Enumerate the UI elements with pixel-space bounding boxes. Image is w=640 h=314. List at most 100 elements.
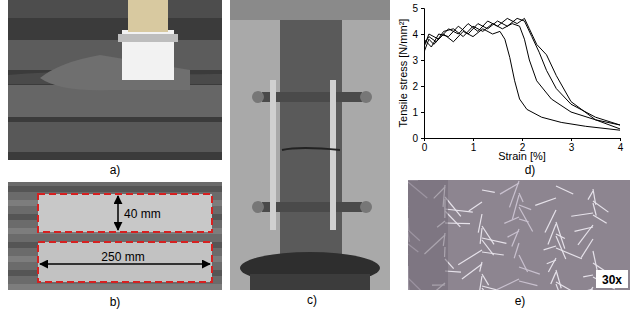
photo-fibre [588,191,593,200]
y-axis: 0 1 2 3 4 5 [412,3,424,144]
panel-c [230,0,390,290]
tick-mark [421,60,424,61]
photo-fibre [458,250,482,265]
photo-layer [8,186,222,192]
photo-sensor-ring [118,34,178,42]
tick: 0 [412,133,424,144]
tick-label: 0 [422,142,428,153]
photo-fibre [556,222,565,249]
panel-label: e) [515,294,526,308]
photo-fibre [547,260,556,264]
tick-label: 0 [412,133,418,144]
tick-mark [571,138,572,141]
photo-clamp [262,92,362,102]
photo-fibre [482,274,489,285]
dimension-arrow [117,196,119,230]
photo-fibre [556,248,582,259]
photo-shadow [408,180,448,290]
photo-fibre [496,279,519,290]
photo-fibre [482,240,494,255]
photo-fibre [519,267,540,274]
photo-rod [330,80,336,230]
photo-screw [252,91,264,103]
tick-label: 3 [412,55,418,66]
photo-fibre [482,288,488,290]
panel-label: c) [307,293,317,307]
photo-fibre [593,215,607,223]
photo-fibre [556,236,566,259]
photo-background [408,180,630,290]
tick-label: 1 [471,142,477,153]
photo-fibre [593,203,596,216]
y-axis-title: Tensile stress [N/mm²] [397,19,409,128]
photo-clamp [262,202,362,212]
tick-label: 3 [569,142,575,153]
photo-background [8,182,222,290]
tick-label: 1 [412,107,418,118]
annotation: 40 mm [124,207,161,221]
figure: a)40 mm250 mmb)c)01234012345Strain [%]Te… [0,0,640,314]
label-background [596,270,628,288]
photo-specimen [38,194,212,232]
panel-d: 01234012345Strain [%]Tensile stress [N/m… [397,3,624,177]
tick-mark [473,138,474,141]
photo-fibre [519,255,528,272]
photo-fibre [519,207,533,231]
x-axis-title: Strain [%] [498,150,546,162]
tick-mark [421,112,424,113]
photo-fibres [408,180,616,290]
photo-fibre [480,228,482,244]
tick-mark [421,86,424,87]
photo-fibre [482,286,497,290]
photo-fibre [509,181,519,207]
data-line [424,18,620,125]
photo-layer [8,284,222,290]
photo-fibre [519,193,523,202]
photo-fibre [500,183,519,194]
photo-fibre [508,231,519,237]
photo-fibre [571,213,593,216]
panel-e: 30x [380,180,630,304]
photo-specimen [280,20,342,270]
tick: 4 [618,138,624,153]
photo-screw [360,201,372,213]
photo-fibre [566,289,593,290]
photo-background [8,0,222,160]
photo-fibre [482,238,506,243]
panel-label: d) [525,163,536,177]
photo-fibre [519,281,537,286]
tick: 1 [471,138,477,153]
tick: 5 [412,3,424,14]
photo-fibre [583,275,593,277]
photo-fibre [519,205,531,210]
tick-label: 4 [618,142,624,153]
photo-fibre [469,202,482,211]
photo-fibre [512,195,519,219]
photo-fibre [482,190,495,192]
axis-line [421,9,425,139]
photo-fibre [551,272,556,284]
tick: 2 [412,81,424,92]
panel-label: b) [110,295,121,309]
photo-crack [282,148,340,150]
photo-fibre [556,282,575,290]
tick: 3 [412,55,424,66]
tick-label: 2 [412,81,418,92]
photo-layer [8,122,222,152]
tick-label: 4 [412,29,418,40]
photo-screw [252,201,264,213]
tick: 4 [412,29,424,40]
tick-mark [522,138,523,141]
photo-fibre [478,276,482,290]
series-group [424,18,620,130]
photo-sensor-cap [128,0,168,32]
photo-fibre [462,264,482,279]
annotation: 30x [602,273,622,287]
photo-fibre [480,262,482,272]
photo-base [250,274,370,290]
panel-a: a) [8,0,222,177]
photo-fibre [581,239,593,258]
photo-screw [360,91,372,103]
tick: 3 [569,138,575,153]
tick: 1 [412,107,424,118]
